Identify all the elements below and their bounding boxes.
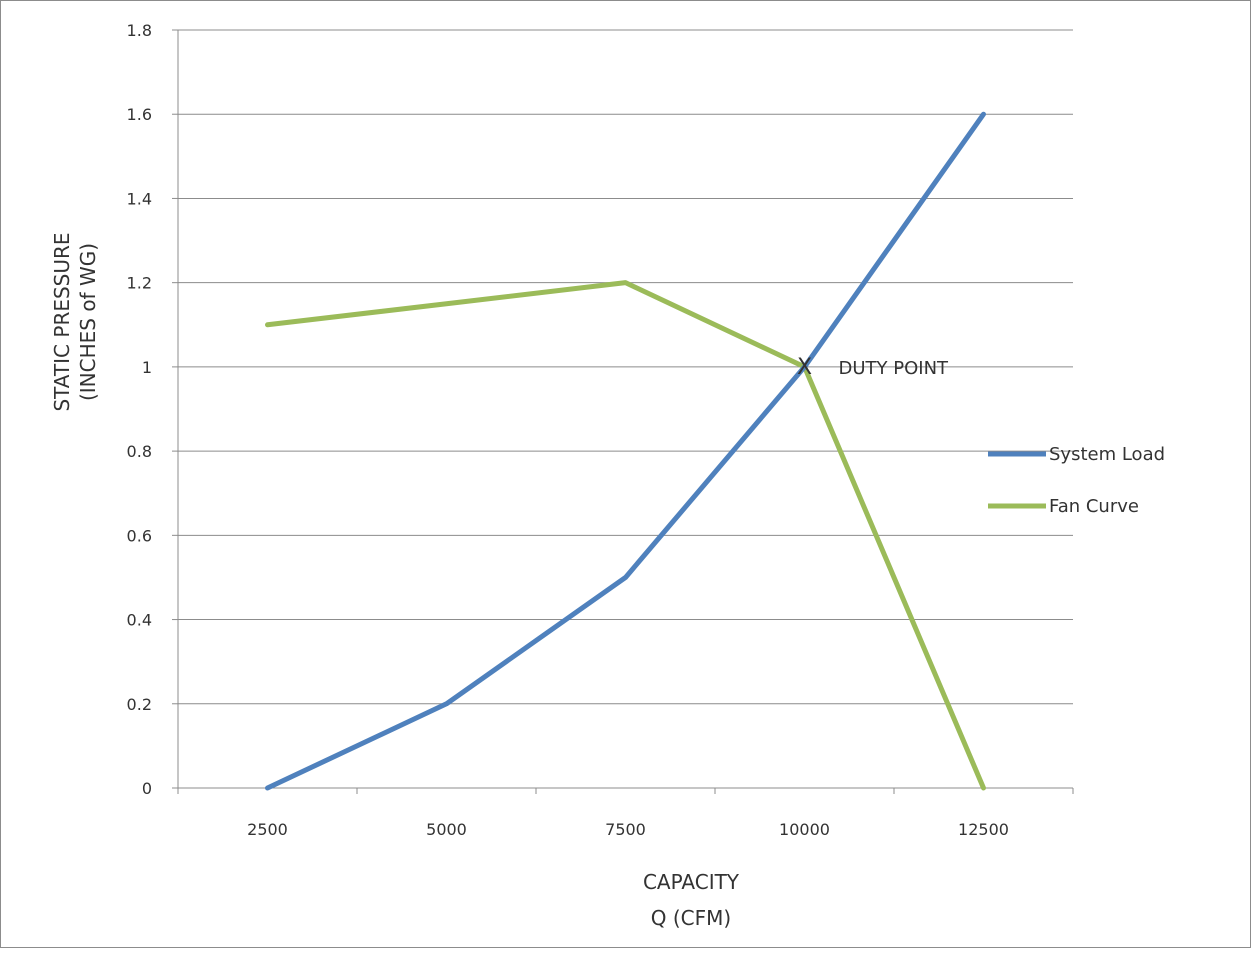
y-tick-label-3: 0.6	[127, 526, 152, 545]
y-tick-label-1: 0.2	[127, 695, 152, 714]
x-axis-title-line-2: Q (CFM)	[651, 906, 731, 930]
y-tick-label-9: 1.8	[127, 21, 152, 40]
y-axis-title: STATIC PRESSURE (INCHES of WG)	[50, 232, 100, 411]
legend: System Load Fan Curve	[988, 444, 1165, 517]
y-tick-label-8: 1.6	[127, 105, 152, 124]
y-tick-label-4: 0.8	[127, 442, 152, 461]
y-tick-label-5: 1	[142, 358, 152, 377]
duty-point-annotation: X DUTY POINT	[797, 355, 949, 380]
x-tick-label-3: 10000	[779, 820, 830, 839]
y-tick-label-0: 0	[142, 779, 152, 798]
y-axis-ticks: 0 0.2 0.4 0.6 0.8 1 1.2 1.4 1.6 1.8	[127, 21, 178, 798]
y-axis-title-line-1: STATIC PRESSURE	[50, 232, 74, 411]
series-line-fan-curve	[265, 280, 986, 791]
y-tick-label-7: 1.4	[127, 189, 152, 208]
y-tick-label-6: 1.2	[127, 274, 152, 293]
x-tick-label-1: 5000	[426, 820, 467, 839]
x-tick-label-0: 2500	[247, 820, 288, 839]
y-axis-title-line-2: (INCHES of WG)	[76, 243, 100, 401]
legend-label-1: Fan Curve	[1049, 496, 1139, 517]
x-axis-title-line-1: CAPACITY	[643, 870, 740, 894]
series-lines	[265, 111, 986, 791]
legend-label-0: System Load	[1049, 444, 1165, 465]
y-tick-label-2: 0.4	[127, 611, 152, 630]
axes	[177, 30, 1073, 789]
duty-point-label: DUTY POINT	[839, 358, 950, 379]
x-axis-ticks: 2500 5000 7500 10000 12500	[177, 788, 1074, 839]
x-tick-label-4: 12500	[958, 820, 1009, 839]
x-tick-label-2: 7500	[605, 820, 646, 839]
duty-point-marker: X	[797, 355, 812, 380]
series-line-system-load	[265, 111, 986, 791]
